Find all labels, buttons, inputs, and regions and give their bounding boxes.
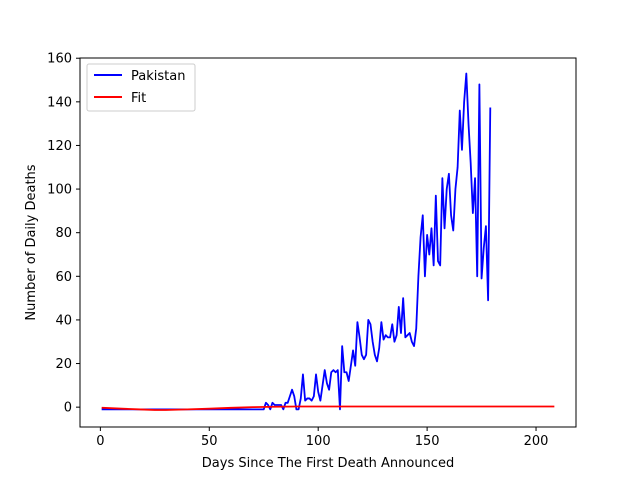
y-tick-label: 160 <box>47 52 72 67</box>
x-tick-label: 150 <box>415 434 440 449</box>
x-tick-label: 200 <box>524 434 549 449</box>
x-tick-label: 100 <box>306 434 331 449</box>
legend: Pakistan Fit <box>86 63 196 112</box>
legend-label-fit: Fit <box>131 91 146 106</box>
y-tick-label: 120 <box>47 139 72 154</box>
legend-label-pakistan: Pakistan <box>131 69 185 84</box>
y-tick-label: 140 <box>47 95 72 110</box>
y-tick-label: 60 <box>55 270 72 285</box>
series-layer <box>101 72 555 411</box>
series-line-fit <box>101 405 555 411</box>
y-tick-label: 40 <box>55 313 72 328</box>
plot-area <box>80 58 576 427</box>
x-axis-ticks: 0 50 100 150 200 <box>96 427 548 449</box>
y-tick-label: 0 <box>64 401 72 416</box>
x-tick-label: 50 <box>201 434 218 449</box>
plot-frame <box>79 57 577 428</box>
x-axis-label: Days Since The First Death Announced <box>202 456 454 471</box>
y-tick-label: 20 <box>55 357 72 372</box>
y-axis-label: Number of Daily Deaths <box>24 164 39 320</box>
x-tick-label: 0 <box>96 434 104 449</box>
y-axis-ticks: 0 20 40 60 80 100 120 140 160 <box>47 52 80 416</box>
series-line-pakistan <box>101 72 492 411</box>
y-tick-label: 80 <box>55 226 72 241</box>
y-tick-label: 100 <box>47 183 72 198</box>
